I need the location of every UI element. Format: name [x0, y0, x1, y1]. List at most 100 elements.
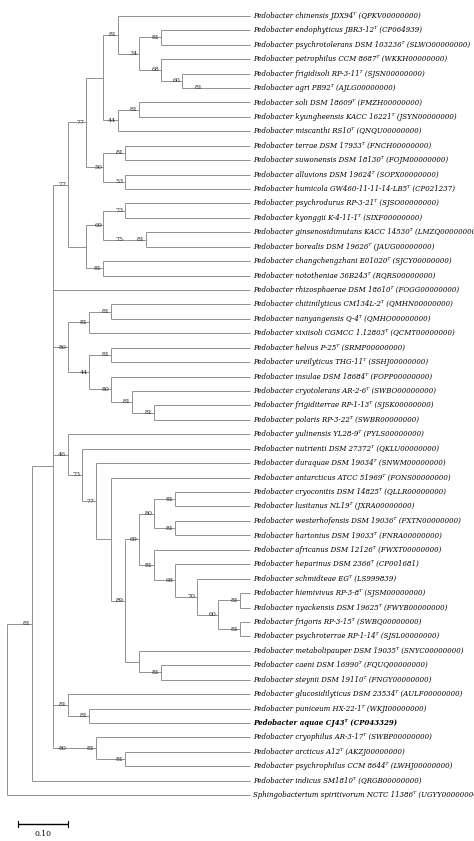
Text: Sphingobacterium spiritivorum NCTC 11386ᵀ (UGYY00000000): Sphingobacterium spiritivorum NCTC 11386…: [253, 791, 474, 799]
Text: 50: 50: [94, 165, 102, 170]
Text: 77: 77: [87, 499, 95, 504]
Text: 81: 81: [165, 497, 173, 502]
Text: Pedobacter nutrienti DSM 27372ᵀ (QKLU00000000): Pedobacter nutrienti DSM 27372ᵀ (QKLU000…: [253, 445, 439, 452]
Text: 81: 81: [137, 237, 145, 242]
Text: Pedobacter cryophilus AR-3-17ᵀ (SWBP00000000): Pedobacter cryophilus AR-3-17ᵀ (SWBP0000…: [253, 733, 432, 742]
Text: 81: 81: [58, 702, 66, 707]
Text: Pedobacter caeni DSM 16990ᵀ (FQUQ00000000): Pedobacter caeni DSM 16990ᵀ (FQUQ0000000…: [253, 661, 428, 669]
Text: Pedobacter ginsenosidimutans KACC 14530ᵀ (LMZQ00000000): Pedobacter ginsenosidimutans KACC 14530ᵀ…: [253, 228, 474, 236]
Text: Pedobacter xixiisoli CGMCC 1.12803ᵀ (QCMT00000000): Pedobacter xixiisoli CGMCC 1.12803ᵀ (QCM…: [253, 330, 455, 337]
Text: 77: 77: [76, 120, 84, 125]
Text: 80: 80: [58, 746, 66, 751]
Text: Pedobacter arcticus A12ᵀ (AKZJ00000000): Pedobacter arcticus A12ᵀ (AKZJ00000000): [253, 748, 405, 756]
Text: 81: 81: [87, 746, 95, 751]
Text: Pedobacter psychrophilus CCM 8644ᵀ (LWHJ00000000): Pedobacter psychrophilus CCM 8644ᵀ (LWHJ…: [253, 762, 453, 770]
Text: Pedobacter kyungheensis KACC 16221ᵀ (JSYN00000000): Pedobacter kyungheensis KACC 16221ᵀ (JSY…: [253, 113, 457, 121]
Text: Pedobacter frigoris RP-3-15ᵀ (SWBQ00000000): Pedobacter frigoris RP-3-15ᵀ (SWBQ000000…: [253, 618, 421, 626]
Text: Pedobacter nanyangensis Q-4ᵀ (QMHO00000000): Pedobacter nanyangensis Q-4ᵀ (QMHO000000…: [253, 315, 430, 323]
Text: 68: 68: [166, 578, 173, 583]
Text: Pedobacter psychrotolerans DSM 103236ᵀ (SLWO00000000): Pedobacter psychrotolerans DSM 103236ᵀ (…: [253, 40, 470, 49]
Text: 60: 60: [209, 612, 217, 617]
Text: Pedobacter glucosidilyticus DSM 23534ᵀ (AULF00000000): Pedobacter glucosidilyticus DSM 23534ᵀ (…: [253, 690, 463, 698]
Text: Pedobacter alluvions DSM 19624ᵀ (SOPX00000000): Pedobacter alluvions DSM 19624ᵀ (SOPX000…: [253, 171, 439, 178]
Text: Pedobacter lusitanus NL19ᵀ (JXRA00000000): Pedobacter lusitanus NL19ᵀ (JXRA00000000…: [253, 502, 415, 510]
Text: 81: 81: [94, 266, 102, 271]
Text: Pedobacter nyackensis DSM 19625ᵀ (FWYB00000000): Pedobacter nyackensis DSM 19625ᵀ (FWYB00…: [253, 604, 447, 611]
Text: 70: 70: [187, 595, 195, 599]
Text: 81: 81: [165, 526, 173, 531]
Text: Pedobacter psychrodurus RP-3-21ᵀ (SJSO00000000): Pedobacter psychrodurus RP-3-21ᵀ (SJSO00…: [253, 199, 439, 208]
Text: 89: 89: [116, 598, 124, 603]
Text: Pedobacter borealis DSM 19626ᵀ (JAUG00000000): Pedobacter borealis DSM 19626ᵀ (JAUG0000…: [253, 243, 435, 251]
Text: 81: 81: [109, 32, 116, 37]
Text: Pedobacter antarcticus ATCC 51969ᵀ (FONS00000000): Pedobacter antarcticus ATCC 51969ᵀ (FONS…: [253, 473, 451, 482]
Text: Pedobacter hartonius DSM 19033ᵀ (FNRA00000000): Pedobacter hartonius DSM 19033ᵀ (FNRA000…: [253, 532, 442, 539]
Text: 44: 44: [108, 118, 116, 123]
Text: 0.10: 0.10: [34, 830, 51, 838]
Text: 69: 69: [130, 537, 138, 542]
Text: Pedobacter kyonggii K-4-11-1ᵀ (SIXF00000000): Pedobacter kyonggii K-4-11-1ᵀ (SIXF00000…: [253, 214, 422, 222]
Text: 80: 80: [58, 345, 66, 350]
Text: Pedobacter metabolipauper DSM 19035ᵀ (SNYC00000000): Pedobacter metabolipauper DSM 19035ᵀ (SN…: [253, 647, 464, 655]
Text: 46: 46: [58, 452, 66, 458]
Text: 68: 68: [152, 67, 159, 72]
Text: 81: 81: [101, 309, 109, 315]
Text: Pedobacter cryoconitis DSM 14825ᵀ (QLLR00000000): Pedobacter cryoconitis DSM 14825ᵀ (QLLR0…: [253, 488, 446, 496]
Text: 81: 81: [194, 86, 202, 91]
Text: Pedobacter chinensis JDX94ᵀ (QPKV00000000): Pedobacter chinensis JDX94ᵀ (QPKV0000000…: [253, 12, 421, 20]
Text: Pedobacter changchengzhani E01020ᵀ (SJCY00000000): Pedobacter changchengzhani E01020ᵀ (SJCY…: [253, 257, 452, 265]
Text: 81: 81: [80, 713, 88, 718]
Text: 81: 81: [22, 621, 30, 626]
Text: 81: 81: [144, 410, 152, 415]
Text: 81: 81: [230, 627, 238, 632]
Text: Pedobacter chitinilyticus CM134L-2ᵀ (QMHN00000000): Pedobacter chitinilyticus CM134L-2ᵀ (QMH…: [253, 300, 453, 309]
Text: Pedobacter terrae DSM 17933ᵀ (FNCH00000000): Pedobacter terrae DSM 17933ᵀ (FNCH000000…: [253, 141, 431, 150]
Text: Pedobacter suwonensis DSM 18130ᵀ (FOJM00000000): Pedobacter suwonensis DSM 18130ᵀ (FOJM00…: [253, 156, 448, 164]
Text: Pedobacter psychroterrae RP-1-14ᵀ (SJSL00000000): Pedobacter psychroterrae RP-1-14ᵀ (SJSL0…: [253, 632, 439, 640]
Text: 34: 34: [130, 51, 138, 56]
Text: 73: 73: [73, 473, 81, 478]
Text: 81: 81: [230, 598, 238, 603]
Text: 81: 81: [80, 320, 88, 325]
Text: 81: 81: [151, 670, 159, 675]
Text: 60: 60: [173, 78, 181, 83]
Text: Pedobacter indicus SM1810ᵀ (QRGB00000000): Pedobacter indicus SM1810ᵀ (QRGB00000000…: [253, 777, 422, 785]
Text: Pedobacter helvus P-25ᵀ (SRMP00000000): Pedobacter helvus P-25ᵀ (SRMP00000000): [253, 344, 405, 352]
Text: 53: 53: [116, 179, 124, 184]
Text: Pedobacter steynii DSM 19110ᵀ (FNGY00000000): Pedobacter steynii DSM 19110ᵀ (FNGY00000…: [253, 675, 431, 684]
Text: Pedobacter polaris RP-3-22ᵀ (SWBR00000000): Pedobacter polaris RP-3-22ᵀ (SWBR0000000…: [253, 416, 419, 424]
Text: Pedobacter schmidteae EGᵀ (LS999839): Pedobacter schmidteae EGᵀ (LS999839): [253, 574, 396, 583]
Text: Pedobacter frigiditerrae RP-1-13ᵀ (SJSK00000000): Pedobacter frigiditerrae RP-1-13ᵀ (SJSK0…: [253, 401, 434, 410]
Text: Pedobacter hiemivivus RP-3-8ᵀ (SJSM00000000): Pedobacter hiemivivus RP-3-8ᵀ (SJSM00000…: [253, 589, 426, 597]
Text: Pedobacter rhizosphaerae DSM 18610ᵀ (FOGG00000000): Pedobacter rhizosphaerae DSM 18610ᵀ (FOG…: [253, 286, 459, 294]
Text: Pedobacter africanus DSM 12126ᵀ (FWXT00000000): Pedobacter africanus DSM 12126ᵀ (FWXT000…: [253, 546, 442, 553]
Text: 81: 81: [151, 35, 159, 40]
Text: Pedobacter miscanthi RS10ᵀ (QNQU00000000): Pedobacter miscanthi RS10ᵀ (QNQU00000000…: [253, 127, 422, 135]
Text: 80: 80: [101, 387, 109, 392]
Text: Pedobacter agri PB92ᵀ (AJLG00000000): Pedobacter agri PB92ᵀ (AJLG00000000): [253, 84, 396, 92]
Text: 75: 75: [116, 237, 124, 242]
Text: 80: 80: [144, 511, 152, 516]
Text: Pedobacter yulinensis YL28-9ᵀ (PYLS00000000): Pedobacter yulinensis YL28-9ᵀ (PYLS00000…: [253, 431, 424, 438]
Text: Pedobacter humicola GW460-11-11-14-LB5ᵀ (CP021237): Pedobacter humicola GW460-11-11-14-LB5ᵀ …: [253, 185, 455, 193]
Text: 81: 81: [116, 757, 124, 762]
Text: 73: 73: [116, 208, 124, 213]
Text: Pedobacter insulae DSM 18684ᵀ (FOPP00000000): Pedobacter insulae DSM 18684ᵀ (FOPP00000…: [253, 373, 432, 381]
Text: Pedobacter endophyticus JBR3-12ᵀ (CP064939): Pedobacter endophyticus JBR3-12ᵀ (CP0649…: [253, 26, 422, 34]
Text: Pedobacter ureilyticus THG-11ᵀ (SSHJ00000000): Pedobacter ureilyticus THG-11ᵀ (SSHJ0000…: [253, 358, 428, 366]
Text: Pedobacter frigidisoli RP-3-11ᵀ (SJSN00000000): Pedobacter frigidisoli RP-3-11ᵀ (SJSN000…: [253, 70, 425, 77]
Text: 77: 77: [58, 182, 66, 187]
Text: 69: 69: [94, 223, 102, 228]
Text: Pedobacter cryotolerans AR-2-6ᵀ (SWBO00000000): Pedobacter cryotolerans AR-2-6ᵀ (SWBO000…: [253, 387, 436, 395]
Text: Pedobacter soli DSM 18609ᵀ (FMZH00000000): Pedobacter soli DSM 18609ᵀ (FMZH00000000…: [253, 98, 422, 107]
Text: 81: 81: [144, 563, 152, 568]
Text: Pedobacter duraquae DSM 19034ᵀ (SNWM00000000): Pedobacter duraquae DSM 19034ᵀ (SNWM0000…: [253, 459, 446, 468]
Text: 44: 44: [80, 369, 88, 374]
Text: Pedobacter aquae CJ43ᵀ (CP043329): Pedobacter aquae CJ43ᵀ (CP043329): [253, 719, 397, 727]
Text: Pedobacter puniceum HX-22-1ᵀ (WKJI00000000): Pedobacter puniceum HX-22-1ᵀ (WKJI000000…: [253, 705, 427, 712]
Text: Pedobacter heparinus DSM 2366ᵀ (CP001681): Pedobacter heparinus DSM 2366ᵀ (CP001681…: [253, 560, 419, 569]
Text: 81: 81: [130, 107, 138, 112]
Text: Pedobacter petrophilus CCM 8687ᵀ (WKKH00000000): Pedobacter petrophilus CCM 8687ᵀ (WKKH00…: [253, 56, 447, 63]
Text: Pedobacter westerhofensis DSM 19036ᵀ (FXTN00000000): Pedobacter westerhofensis DSM 19036ᵀ (FX…: [253, 517, 461, 525]
Text: 81: 81: [123, 399, 131, 405]
